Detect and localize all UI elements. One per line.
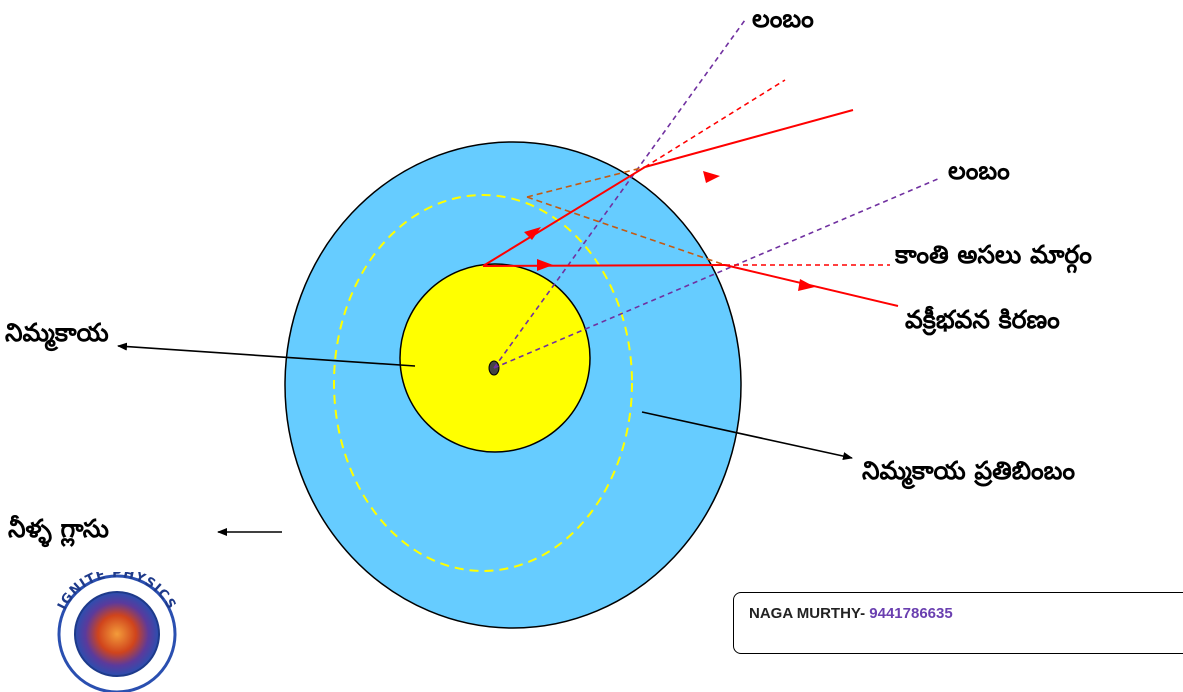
ray-inside-top bbox=[482, 166, 646, 267]
ray-arrowhead bbox=[537, 259, 553, 271]
lemon-circle bbox=[399, 263, 591, 453]
virtual-ray-top bbox=[526, 166, 646, 198]
ray-arrowhead bbox=[524, 227, 541, 240]
lemon-label: నిమ్మకాయ bbox=[5, 318, 109, 347]
water-glass-label: నీళ్ళ గ్లాసు bbox=[8, 514, 109, 543]
normal-label-top: లంబం bbox=[752, 4, 814, 33]
pointer-arrow-lemon bbox=[117, 342, 416, 367]
ray-inside-mid bbox=[482, 264, 726, 267]
ray-arrowhead bbox=[798, 279, 815, 291]
credit-box: NAGA MURTHY- 9441786635 bbox=[733, 592, 1183, 654]
lemon-image-label: నిమ్మకాయ ప్రతిబింబం bbox=[862, 456, 1076, 485]
original-path-label: కాంతి అసలు మార్గం bbox=[895, 240, 1092, 269]
credit-name: NAGA MURTHY- bbox=[749, 605, 866, 622]
refraction-diagram bbox=[117, 19, 941, 629]
credit-text: NAGA MURTHY- 9441786635 bbox=[749, 605, 953, 622]
ray-arrowhead bbox=[703, 171, 720, 183]
original-path-dashed-top bbox=[644, 79, 786, 168]
pointer-arrow-lemon-image bbox=[641, 411, 853, 460]
normal-label-mid: లంబం bbox=[948, 156, 1010, 185]
virtual-ray-mid bbox=[526, 196, 726, 266]
ray-refracted-top bbox=[644, 109, 854, 168]
ignite-physics-logo: IGNITE PHYSICS bbox=[55, 572, 178, 692]
credit-phone: 9441786635 bbox=[865, 605, 953, 622]
lemon-image-dashed-circle bbox=[333, 194, 633, 572]
refracted-ray-label: వక్రీభవన కిరణం bbox=[905, 305, 1060, 334]
